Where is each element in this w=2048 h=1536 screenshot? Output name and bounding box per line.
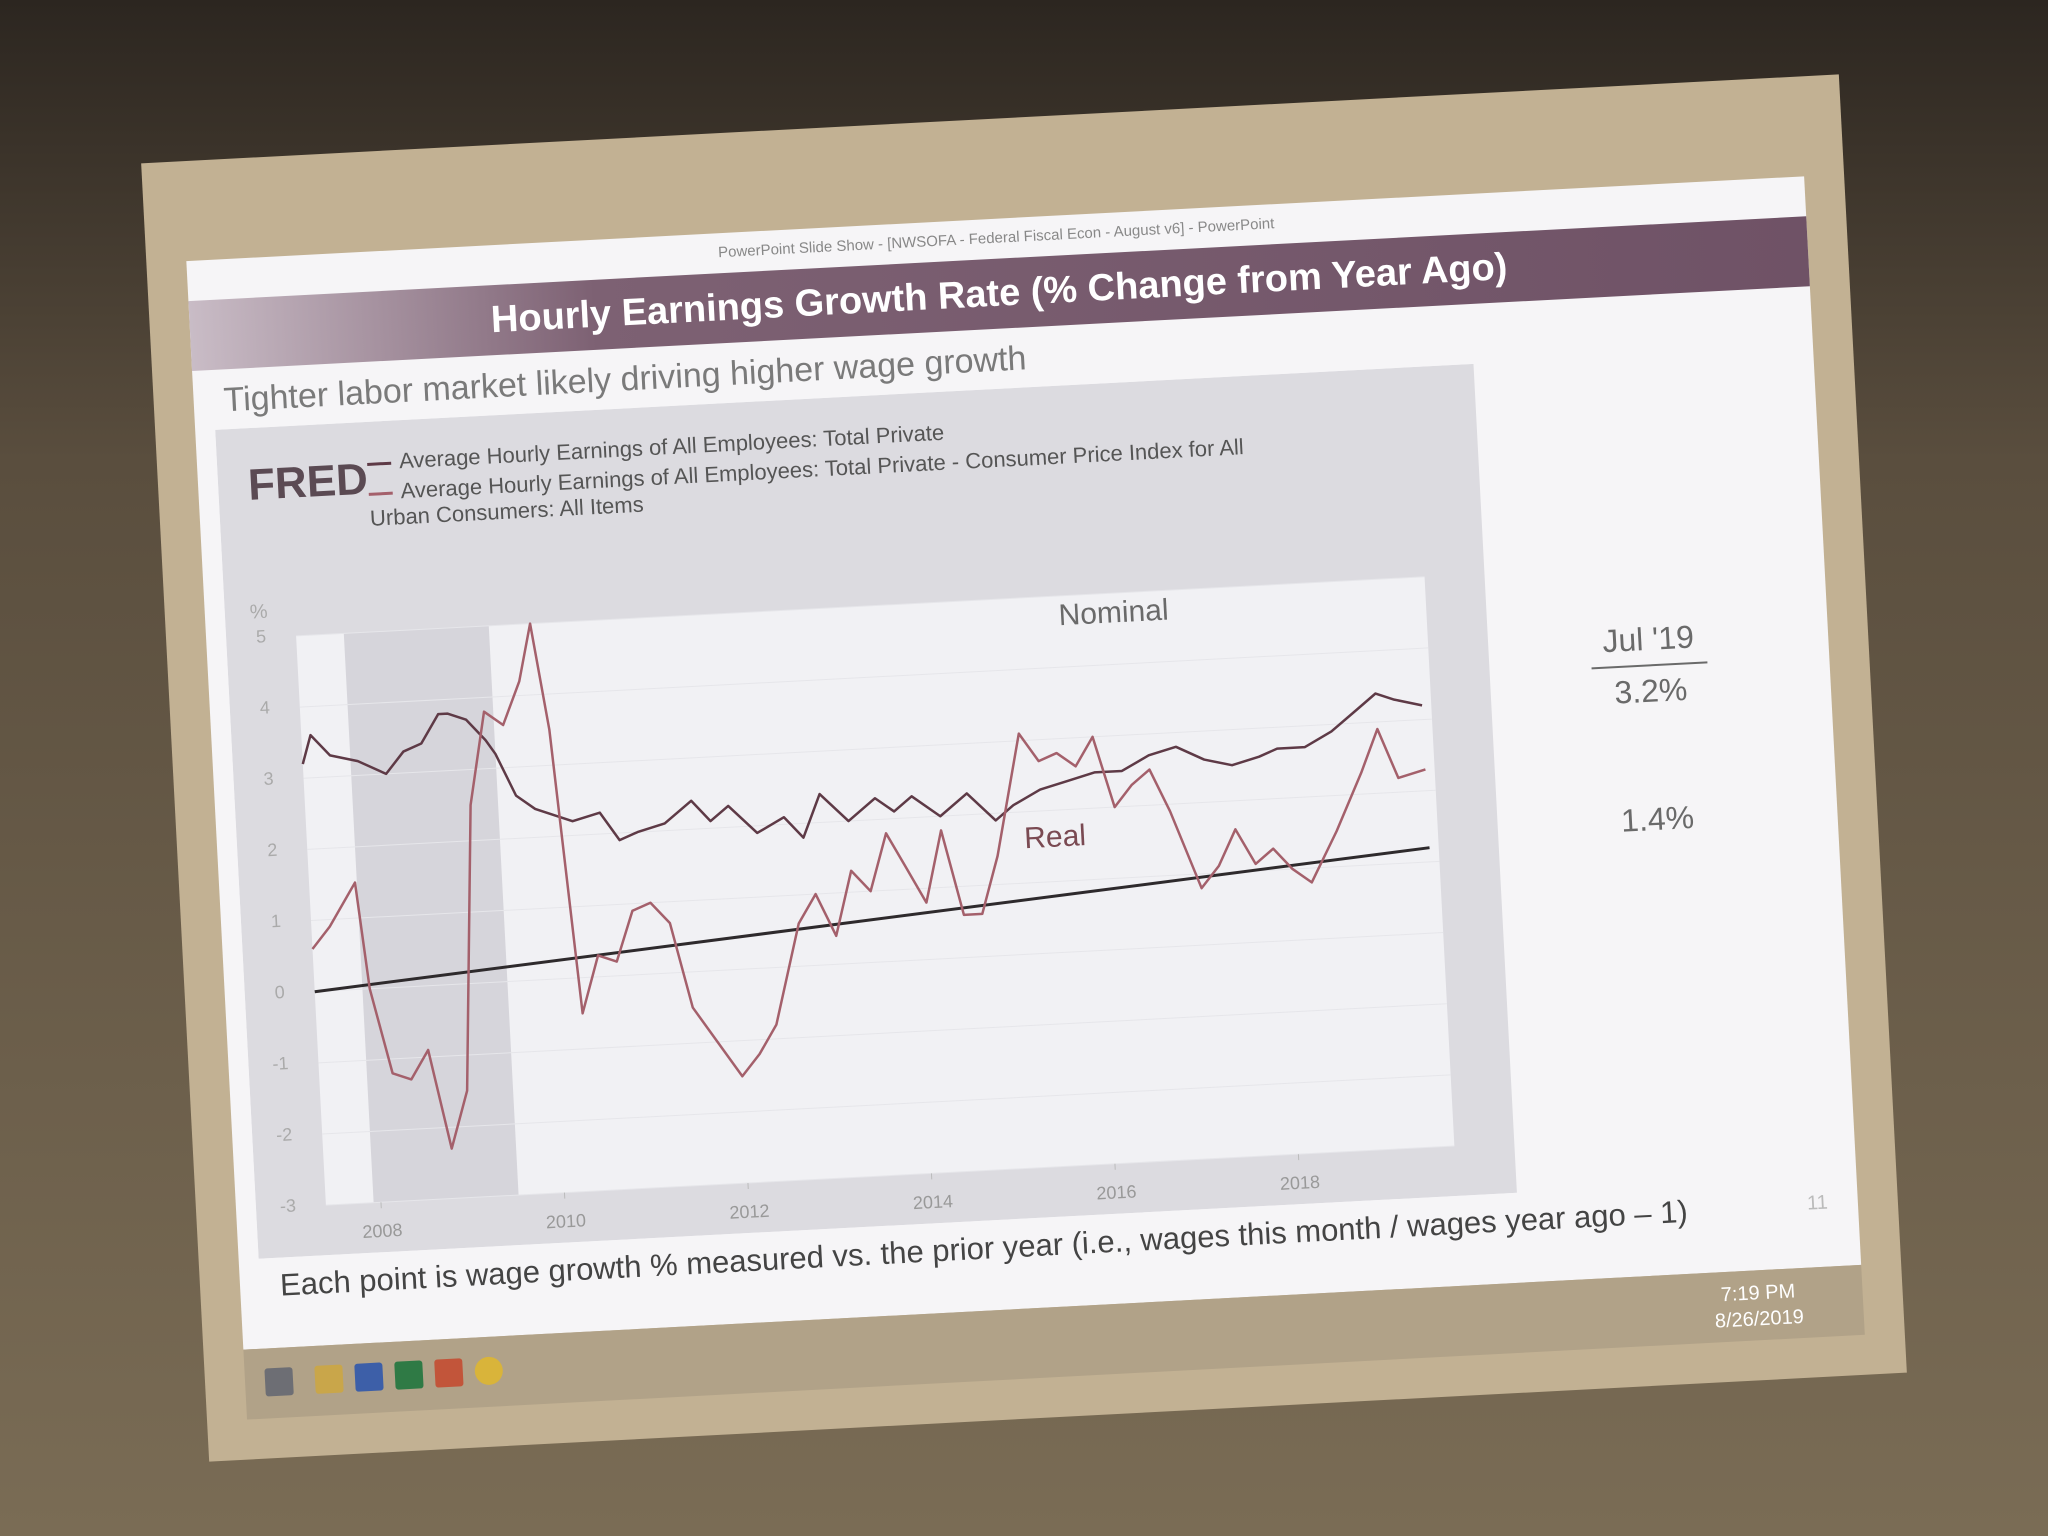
grid-line [314, 932, 1444, 993]
y-tick-label: -1 [272, 1053, 289, 1074]
y-tick-label: 2 [267, 840, 278, 860]
x-tick-label: 2010 [545, 1210, 586, 1232]
clock-date: 8/26/2019 [1714, 1305, 1805, 1333]
explorer-icon[interactable] [314, 1364, 344, 1394]
annotation: Nominal [1058, 594, 1170, 633]
y-tick-label: 1 [270, 911, 281, 931]
x-tick-label: 2008 [362, 1220, 403, 1242]
y-tick-label: 3 [263, 769, 274, 789]
latest-value: 1.4% [1620, 799, 1695, 839]
trend-line [314, 846, 1430, 994]
series-line [301, 692, 1423, 842]
y-tick-label: -3 [279, 1195, 296, 1216]
latest-underline [1591, 661, 1708, 670]
annotation: Real [1023, 819, 1086, 855]
grid-line [325, 1145, 1455, 1206]
start-button[interactable] [264, 1367, 294, 1397]
slide-number: 11 [1806, 1191, 1829, 1215]
y-tick-label: 5 [256, 626, 267, 646]
y-tick-label: 0 [274, 982, 285, 1002]
powerpoint-icon[interactable] [434, 1358, 464, 1388]
latest-date: Jul '19 [1601, 618, 1694, 659]
y-tick-label: -2 [276, 1124, 293, 1145]
chrome-icon[interactable] [474, 1356, 504, 1386]
x-tick-label: 2014 [912, 1191, 953, 1213]
x-tick-label: 2018 [1279, 1172, 1320, 1194]
x-tick-label: 2012 [729, 1201, 770, 1223]
legend-swatch [367, 461, 392, 466]
grid-line [322, 1074, 1451, 1135]
grid-line [307, 789, 1436, 850]
x-tick-label: 2016 [1096, 1181, 1137, 1203]
y-tick-label: 4 [259, 697, 270, 717]
y-unit: % [249, 601, 268, 624]
series-line [311, 622, 1426, 1150]
chart: FRED% -3 -2 -1 0 1 2 3 4 5 2008 2010 2012 2014 2016 201… [215, 363, 1708, 1259]
clock: 7:19 PM 8/26/2019 [1713, 1278, 1805, 1335]
projection-screen: PowerPoint Slide Show - [NWSOFA - Federa… [141, 74, 1907, 1462]
latest-value: 3.2% [1613, 671, 1688, 711]
grid-line [303, 718, 1433, 779]
slide: PowerPoint Slide Show - [NWSOFA - Federa… [186, 176, 1862, 1350]
chart-container: FRED% -3 -2 -1 0 1 2 3 4 5 2008 2010 2012 2014 2016 201… [215, 347, 1836, 1259]
source-logo: FRED [247, 455, 369, 510]
legend-swatch [368, 491, 393, 496]
excel-icon[interactable] [394, 1360, 424, 1390]
word-icon[interactable] [354, 1362, 384, 1392]
grid-line [299, 647, 1429, 708]
grid-line [318, 1003, 1447, 1064]
grid-line [296, 576, 1425, 637]
